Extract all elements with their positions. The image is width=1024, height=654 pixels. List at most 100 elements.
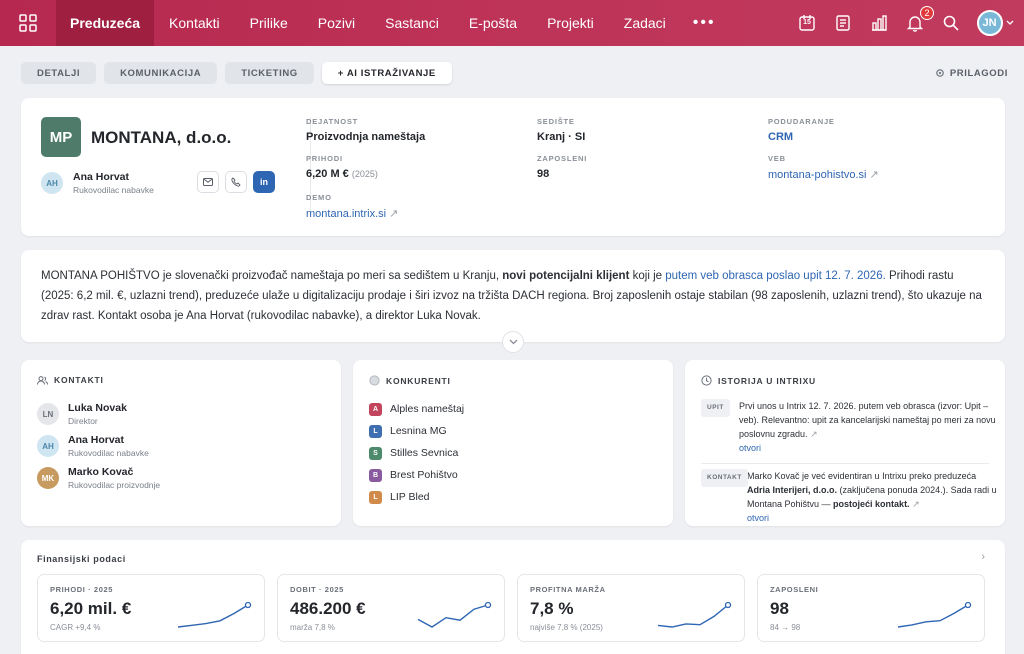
clock-icon — [701, 375, 712, 386]
contact-actions: in — [197, 171, 275, 193]
notifications-bell-icon[interactable]: 2 — [904, 6, 934, 34]
reports-chart-icon[interactable] — [868, 12, 890, 34]
chevron-right-icon[interactable]: › — [981, 551, 985, 563]
list-item[interactable]: S Stilles Sevnica — [369, 442, 464, 464]
list-item[interactable]: A Alples nameštaj — [369, 398, 464, 420]
competitor-name: Alples nameštaj — [390, 403, 465, 415]
kpi-card-profit[interactable]: DOBIT · 2025 486.200 € marža 7,8 % — [277, 574, 505, 642]
history-text: Prvi unos u Intrix 12. 7. 2026. putem ve… — [701, 399, 997, 455]
sparkline-endpoint — [484, 601, 492, 609]
nav-item-prilike[interactable]: Prilike — [249, 15, 288, 31]
competitors-title: KONKURENTI — [386, 375, 451, 386]
match-value[interactable]: CRM — [768, 131, 794, 143]
kpi-label: PRIHODI · 2025 — [50, 585, 114, 594]
demo-link[interactable]: montana.intrix.si ↗ — [306, 207, 398, 220]
divider — [701, 463, 989, 464]
company-name: MONTANA, d.o.o. — [91, 128, 232, 147]
linkedin-button[interactable]: in — [253, 171, 275, 193]
list-item[interactable]: MK Marko Kovač Rukovodilac proizvodnje — [37, 462, 160, 494]
nav-item-projekti[interactable]: Projekti — [547, 15, 594, 31]
contact-role: Direktor — [68, 416, 98, 426]
tab-komunikacija[interactable]: KOMUNIKACIJA — [104, 62, 218, 84]
contact-role: Rukovodilac nabavke — [68, 448, 149, 458]
demo-label: DEMO — [306, 193, 332, 202]
calendar-day: 15 — [803, 19, 811, 26]
open-link[interactable]: otvori — [747, 513, 770, 523]
revenue-year: (2025) — [351, 169, 378, 179]
kpi-value: 98 — [770, 599, 789, 618]
history-tag: KONTAKT — [701, 469, 748, 487]
competitor-name: LIP Bled — [390, 491, 430, 503]
contact-name: Marko Kovač — [68, 466, 134, 478]
field-industry: DEJATNOST Proizvodnja nameštaja — [306, 117, 425, 143]
contacts-list: LN Luka Novak Direktor AH Ana Horvat Rukov… — [37, 398, 160, 494]
financial-data-card: Finansijski podaci › PRIHODI · 2025 6,20… — [21, 540, 1005, 654]
phone-icon — [231, 177, 241, 187]
nav-item-preduzeca[interactable]: Preduzeća — [56, 0, 155, 46]
user-menu[interactable]: JN — [976, 10, 1014, 36]
competitor-name: Stilles Sevnica — [390, 447, 459, 459]
field-hq: SEDIŠTE Kranj · SI — [537, 117, 585, 143]
nav-item-kontakti[interactable]: Kontakti — [169, 15, 220, 31]
notes-icon[interactable] — [832, 12, 854, 34]
customize-button[interactable]: PRILAGODI — [935, 62, 1008, 84]
list-item[interactable]: L LIP Bled — [369, 486, 464, 508]
top-navigation-bar: Preduzeća Kontakti Prilike Pozivi Sastan… — [0, 0, 1024, 46]
chevron-down-icon — [1006, 20, 1013, 25]
list-item[interactable]: LN Luka Novak Direktor — [37, 398, 160, 430]
external-link-icon: ↗ — [810, 429, 818, 439]
call-button[interactable] — [225, 171, 247, 193]
sparkline-endpoint — [964, 601, 972, 609]
nav-item-zadaci[interactable]: Zadaci — [623, 15, 666, 31]
ai-summary-card: MONTANA POHIŠTVO je slovenački proizvođa… — [21, 250, 1005, 342]
calendar-icon[interactable]: 15 — [796, 12, 818, 34]
kpi-card-margin[interactable]: PROFITNA MARŽA 7,8 % najviše 7,8 % (2025… — [517, 574, 745, 642]
search-icon[interactable] — [940, 12, 962, 34]
avatar: AH — [37, 435, 59, 457]
competitors-header: KONKURENTI — [369, 375, 451, 386]
divider — [310, 117, 311, 217]
apps-grid-icon[interactable] — [0, 0, 56, 46]
expand-summary-button[interactable] — [502, 331, 524, 353]
sparkline-chart — [177, 601, 252, 628]
kpi-subtext: marža 7,8 % — [290, 623, 335, 632]
list-item[interactable]: L Lesnina MG — [369, 420, 464, 442]
history-panel: ISTORIJA U INTRIXU UPIT Prvi unos u Intr… — [685, 360, 1005, 526]
history-text: Marko Kovač je već evidentiran u Intrixu… — [701, 469, 997, 525]
nav-item-pozivi[interactable]: Pozivi — [317, 15, 356, 31]
tab-ai-istrazivanje[interactable]: + AI ISTRAŽIVANJE — [321, 62, 452, 84]
kpi-card-revenue[interactable]: PRIHODI · 2025 6,20 mil. € CAGR +9,4 % — [37, 574, 265, 642]
external-link-icon: ↗ — [389, 208, 399, 220]
primary-contact[interactable]: AH Ana Horvat Rukovodilac nabavke — [41, 171, 154, 195]
nav-item-eposta[interactable]: E-pošta — [468, 15, 518, 31]
tab-detalji[interactable]: DETALJI — [21, 62, 97, 84]
sparkline-line — [177, 604, 249, 628]
nav-item-sastanci[interactable]: Sastanci — [385, 15, 439, 31]
kpi-card-employees[interactable]: ZAPOSLENI 98 84 → 98 — [757, 574, 985, 642]
open-link[interactable]: otvori — [739, 443, 762, 453]
web-link[interactable]: montana-pohistvo.si ↗ — [768, 168, 879, 181]
contact-role: Rukovodilac nabavke — [73, 185, 154, 195]
field-revenue: PRIHODI 6,20 M € (2025) — [306, 154, 378, 180]
kpi-value: 7,8 % — [530, 599, 574, 618]
financial-title: Finansijski podaci — [37, 554, 126, 564]
email-button[interactable] — [197, 171, 219, 193]
gear-icon — [936, 69, 944, 77]
history-header: ISTORIJA U INTRIXU — [701, 375, 816, 386]
list-item[interactable]: B Brest Pohištvo — [369, 464, 464, 486]
kpi-label: DOBIT · 2025 — [290, 585, 344, 594]
summary-part: MONTANA POHIŠTVO je slovenački proizvođa… — [41, 270, 503, 282]
competitor-badge: B — [369, 468, 382, 482]
industry-label: DEJATNOST — [306, 117, 359, 126]
summary-link[interactable]: putem veb obrasca poslao upit 12. 7. 202… — [665, 270, 886, 282]
history-text-body: Prvi unos u Intrix 12. 7. 2026. putem ve… — [739, 401, 996, 439]
tab-ticketing[interactable]: TICKETING — [225, 62, 314, 84]
field-web: VEB montana-pohistvo.si ↗ — [768, 154, 879, 181]
notification-count-badge: 2 — [920, 6, 934, 20]
more-menu-button[interactable]: ••• — [692, 14, 716, 31]
main-nav: Preduzeća Kontakti Prilike Pozivi Sastan… — [56, 0, 728, 46]
sparkline-endpoint — [724, 601, 732, 609]
contacts-header: KONTAKTI — [37, 375, 104, 385]
list-item[interactable]: AH Ana Horvat Rukovodilac nabavke — [37, 430, 160, 462]
contact-name: Ana Horvat — [68, 434, 125, 446]
